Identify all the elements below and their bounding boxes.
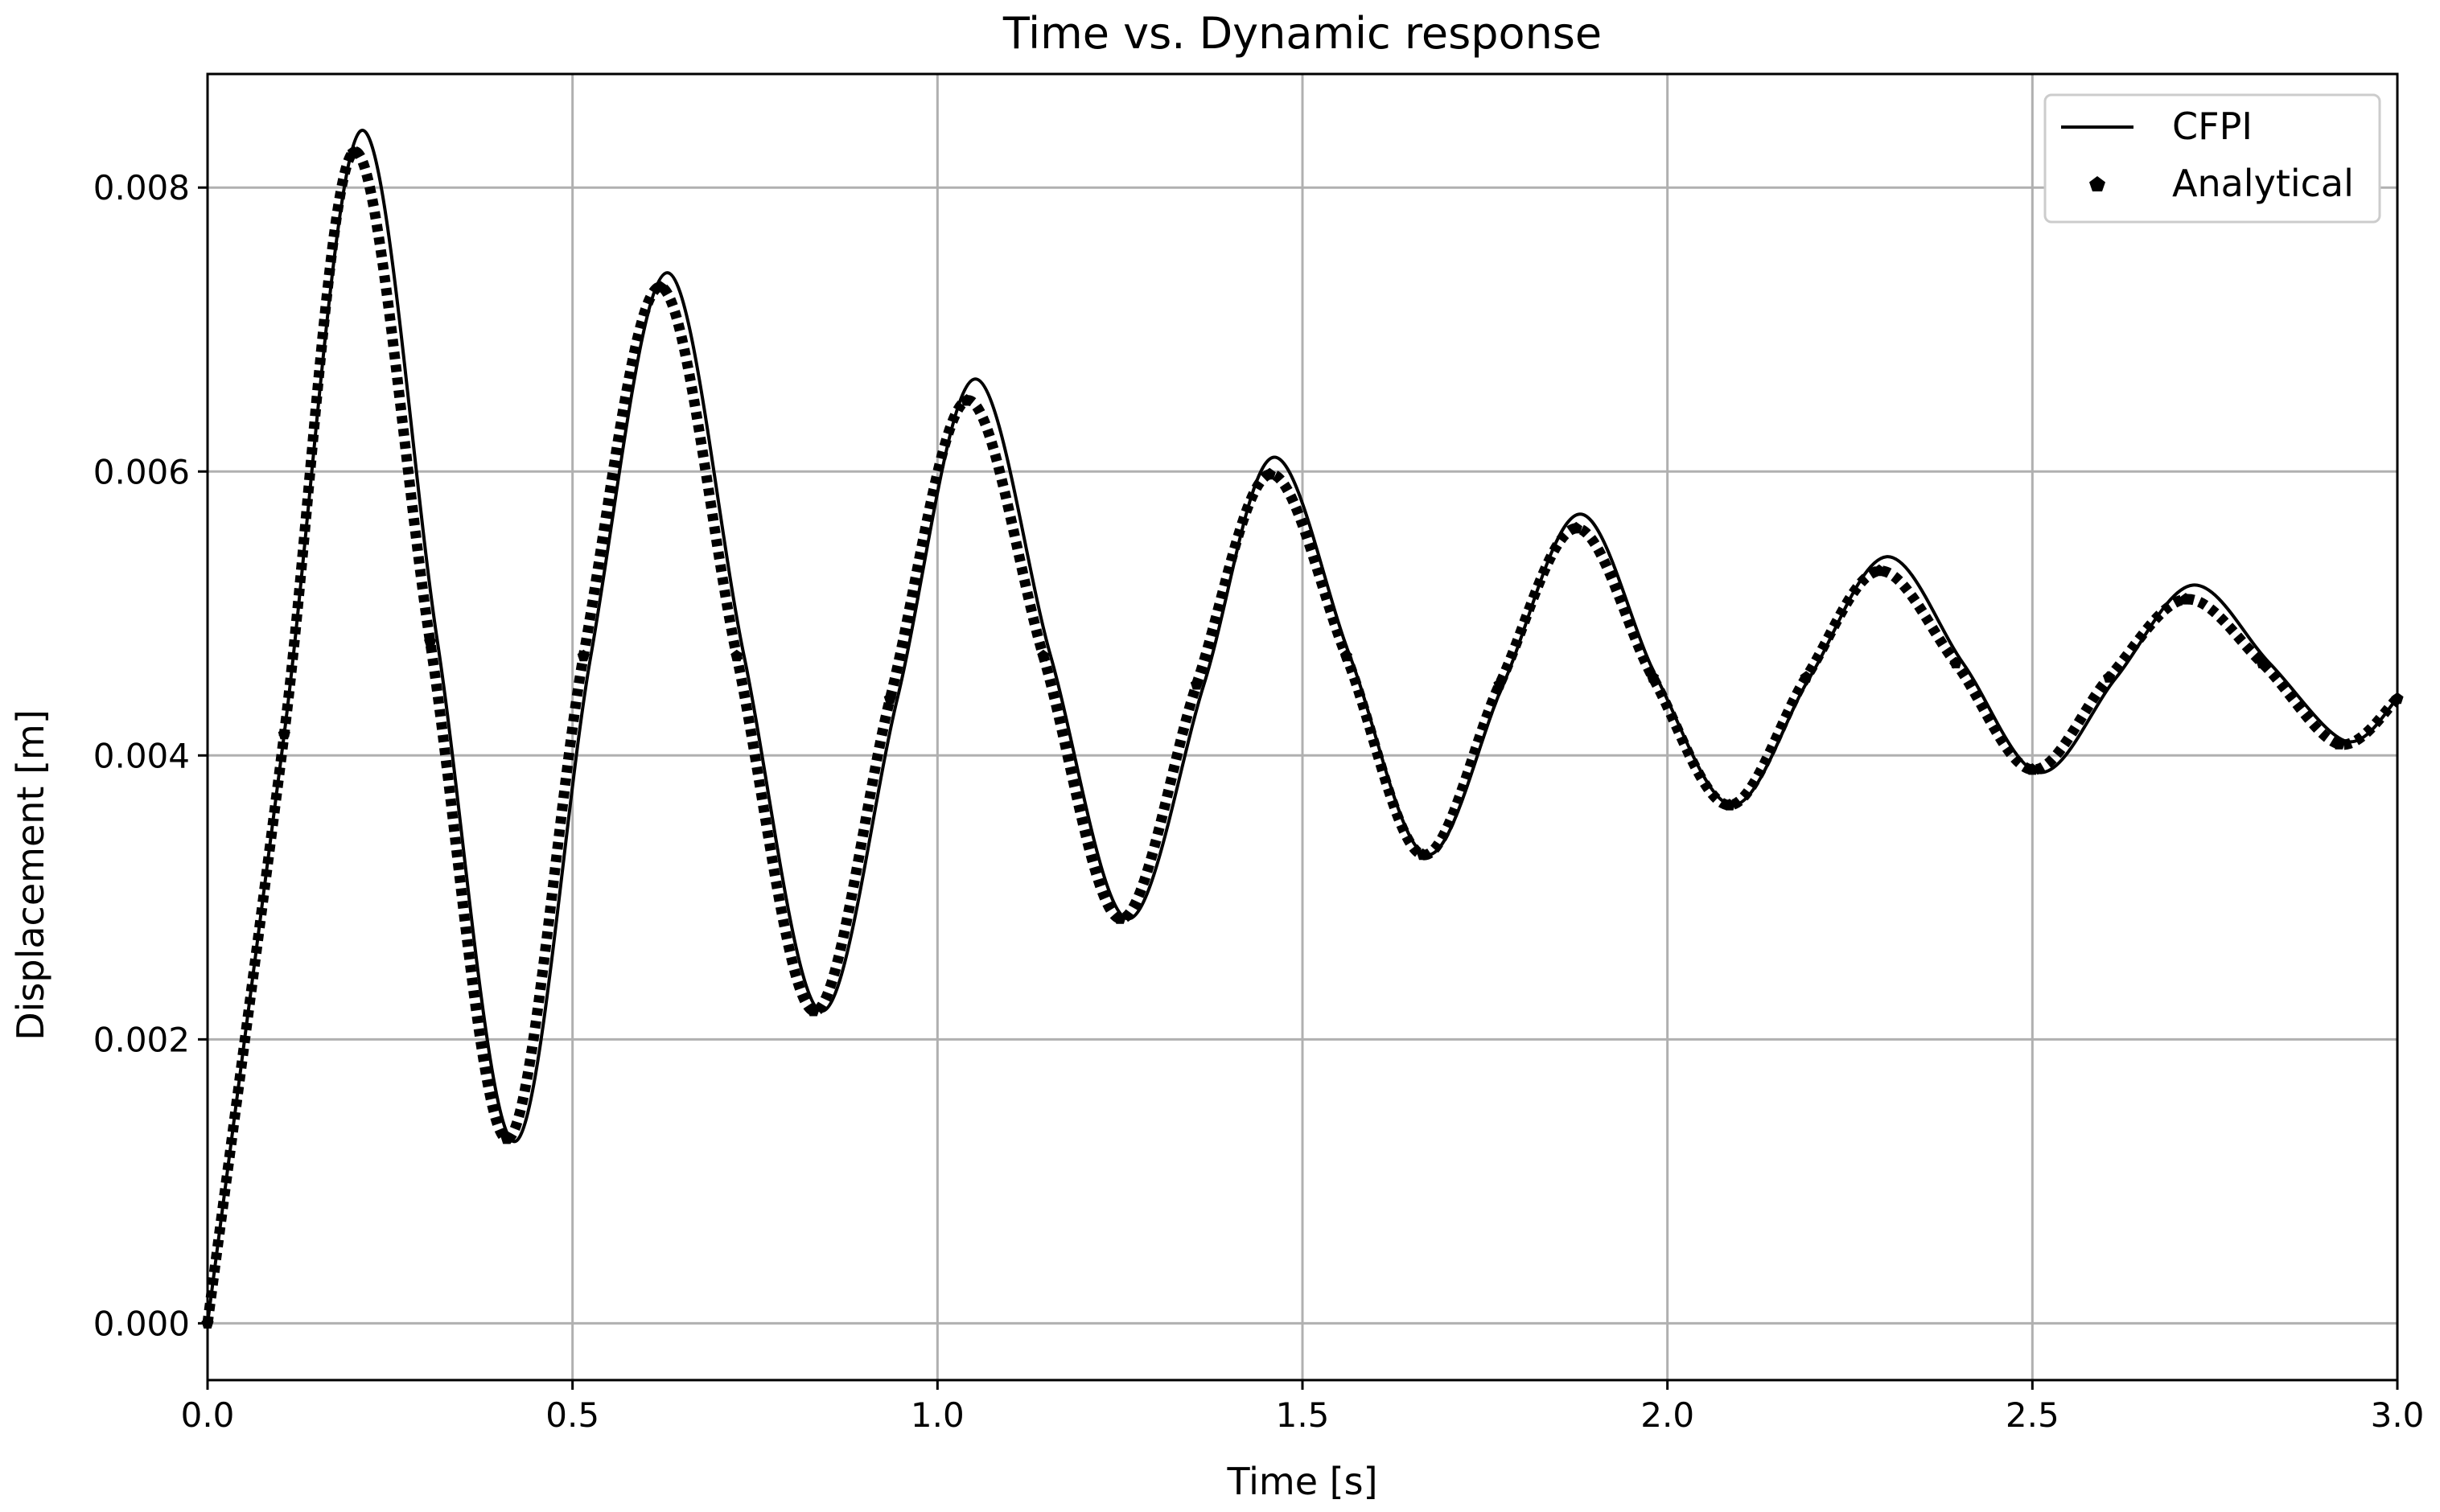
series-analytical-point xyxy=(278,727,290,740)
series-analytical-point xyxy=(2332,738,2345,750)
x-tick-label: 1.0 xyxy=(911,1395,965,1435)
x-tick-label: 3.0 xyxy=(2371,1395,2425,1435)
legend-label-cfpi: CFPI xyxy=(2172,105,2253,148)
series-analytical-point xyxy=(1190,678,1203,690)
x-tick-label: 1.5 xyxy=(1276,1395,1330,1435)
series-analytical-point xyxy=(2256,656,2269,668)
chart-title: Time vs. Dynamic response xyxy=(1002,8,1602,59)
y-axis-label: Displacement [m] xyxy=(9,709,52,1041)
series-analytical-point xyxy=(1263,467,1276,480)
series-analytical-point xyxy=(2026,763,2039,775)
x-tick-label: 2.5 xyxy=(2006,1395,2059,1435)
series-analytical-point xyxy=(1873,564,1886,577)
y-tick-label: 0.004 xyxy=(93,736,190,775)
series-analytical-point xyxy=(1113,912,1126,924)
x-tick-label: 0.0 xyxy=(181,1395,235,1435)
series-analytical-point xyxy=(1339,649,1352,662)
series-analytical-point xyxy=(424,635,437,647)
y-tick-label: 0.008 xyxy=(93,168,190,207)
series-layer xyxy=(201,129,2404,1329)
series-analytical-curve xyxy=(202,146,2401,1325)
legend-marker-analytical xyxy=(2089,176,2105,191)
x-tick-label: 2.0 xyxy=(1640,1395,1694,1435)
series-analytical xyxy=(201,146,2404,1329)
x-axis-label: Time [s] xyxy=(1226,1460,1377,1503)
series-analytical-point xyxy=(1949,656,1962,668)
series-analytical-point xyxy=(500,1132,513,1144)
series-analytical-point xyxy=(1037,649,1050,662)
series-analytical-point xyxy=(1417,848,1430,861)
legend: CFPI Analytical xyxy=(2043,93,2381,224)
x-axis-ticks: 0.0 0.5 1.0 1.5 2.0 2.5 3.0 xyxy=(181,1380,2425,1435)
legend-label-analytical: Analytical xyxy=(2172,162,2354,205)
series-analytical-point xyxy=(961,394,973,406)
series-analytical-point xyxy=(1570,521,1582,534)
series-analytical-point xyxy=(2179,593,2192,605)
series-analytical-point xyxy=(1723,799,1736,811)
y-tick-label: 0.006 xyxy=(93,452,190,491)
series-analytical-point xyxy=(807,1005,820,1017)
series-analytical-point xyxy=(1800,671,1813,683)
series-analytical-point xyxy=(347,146,360,158)
series-analytical-point xyxy=(1646,671,1660,683)
series-analytical-point xyxy=(883,692,896,705)
y-tick-label: 0.002 xyxy=(93,1020,190,1059)
series-cfpi-line xyxy=(206,129,2399,1324)
series-analytical-point xyxy=(730,649,743,662)
series-analytical-point xyxy=(577,649,590,662)
y-tick-label: 0.000 xyxy=(93,1304,190,1343)
y-axis-ticks: 0.000 0.002 0.004 0.006 0.008 xyxy=(93,168,208,1343)
series-analytical-point xyxy=(1493,678,1506,690)
series-analytical-point xyxy=(2103,671,2116,683)
series-analytical-point xyxy=(653,280,667,293)
x-tick-label: 0.5 xyxy=(545,1395,599,1435)
